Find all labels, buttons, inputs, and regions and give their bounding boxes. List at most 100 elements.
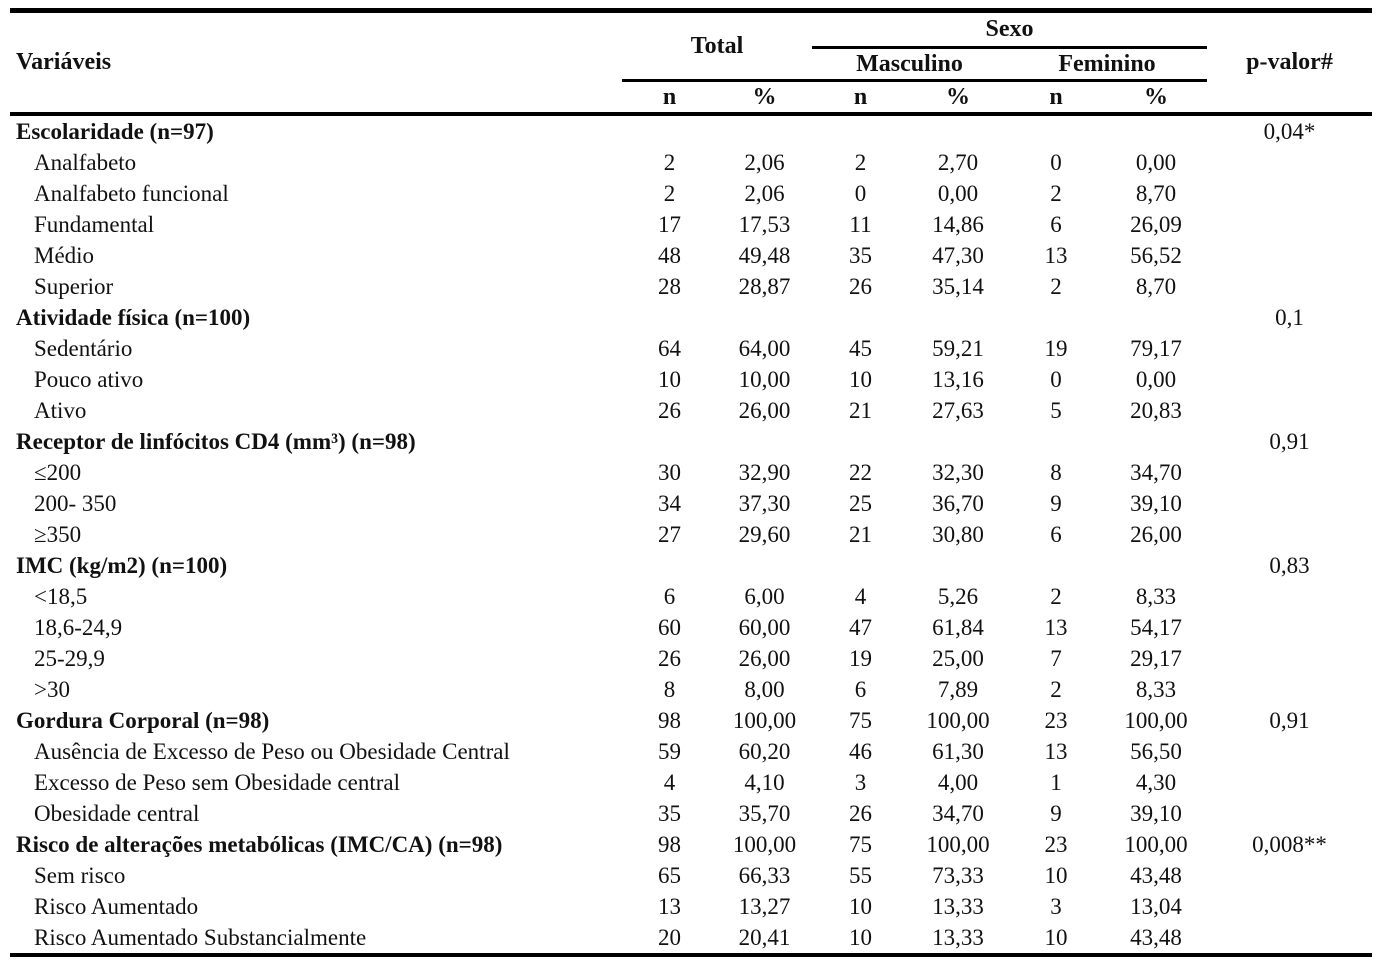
value-cell	[1105, 114, 1207, 147]
p-value-cell	[1207, 674, 1372, 705]
category-row: Ativo 26 26,00 21 27,63 5 20,83	[10, 395, 1372, 426]
value-cell: 73,33	[932, 862, 984, 888]
variable-label: Pouco ativo	[34, 366, 144, 392]
value-cell: 0,00	[1135, 366, 1177, 392]
value-cell	[812, 302, 909, 333]
statistics-table: Variáveis Total Sexo p-valor# Masculino …	[10, 8, 1372, 957]
subcolumn-header-total-n: n	[622, 80, 717, 116]
variable-label: Escolaridade (n=97)	[16, 118, 214, 144]
value-cell: 4	[663, 769, 676, 795]
column-header-sexo: Sexo	[812, 10, 1207, 49]
value-cell	[717, 302, 812, 333]
variable-label: Receptor de linfócitos CD4 (mm³) (n=98)	[16, 428, 416, 454]
value-cell: 13,16	[932, 366, 984, 392]
category-row: Pouco ativo 10 10,00 10 13,16 0 0,00	[10, 364, 1372, 395]
value-cell: 2	[663, 180, 676, 206]
value-cell: 60,20	[738, 738, 791, 764]
value-cell: 46	[849, 738, 872, 764]
value-cell: 2	[663, 149, 676, 175]
value-cell: 37,30	[738, 490, 791, 516]
value-cell	[1105, 426, 1207, 457]
variable-label: ≤200	[34, 459, 82, 485]
value-cell	[1007, 302, 1105, 333]
subcolumn-header-total-pct: %	[717, 80, 812, 116]
value-cell: 34	[658, 490, 681, 516]
subcolumn-header-masc-n: n	[812, 80, 909, 116]
value-cell: 6,00	[744, 583, 785, 609]
value-cell: 0	[1050, 366, 1062, 392]
value-cell: 35	[658, 800, 681, 826]
value-cell	[1007, 426, 1105, 457]
variable-label: Analfabeto funcional	[34, 180, 229, 206]
p-value-cell	[1207, 767, 1372, 798]
category-row: ≤200 30 32,90 22 32,30 8 34,70	[10, 457, 1372, 488]
p-value-cell	[1207, 922, 1372, 955]
value-cell: 10	[849, 924, 872, 950]
value-cell	[812, 114, 909, 147]
variable-label: ≥350	[34, 521, 82, 547]
value-cell: 27	[658, 521, 681, 547]
value-cell: 13,27	[738, 893, 791, 919]
value-cell: 14,86	[932, 211, 984, 237]
value-cell: 13	[658, 893, 681, 919]
value-cell	[622, 426, 717, 457]
p-value-cell: 0,91	[1269, 707, 1310, 733]
value-cell: 29,17	[1130, 645, 1182, 671]
value-cell: 26	[658, 397, 681, 423]
value-cell: 20,83	[1130, 397, 1182, 423]
value-cell: 61,30	[932, 738, 984, 764]
value-cell: 17,53	[738, 211, 791, 237]
variable-label: Sedentário	[34, 335, 133, 361]
value-cell	[1105, 302, 1207, 333]
value-cell	[1007, 114, 1105, 147]
p-value-cell: 0,83	[1269, 552, 1310, 578]
value-cell: 13,04	[1130, 893, 1182, 919]
value-cell: 59	[658, 738, 681, 764]
category-row: <18,5 6 6,00 4 5,26 2 8,33	[10, 581, 1372, 612]
value-cell: 98	[658, 707, 681, 733]
category-row: Analfabeto 2 2,06 2 2,70 0 0,00	[10, 147, 1372, 178]
p-value-cell	[1207, 333, 1372, 364]
value-cell: 26	[849, 273, 872, 299]
value-cell: 32,90	[738, 459, 791, 485]
value-cell: 3	[854, 769, 867, 795]
value-cell: 55	[849, 862, 872, 888]
section-row: Escolaridade (n=97) 0,04*	[10, 114, 1372, 147]
value-cell: 13,33	[932, 893, 984, 919]
p-value-cell	[1207, 891, 1372, 922]
value-cell: 100,00	[1124, 707, 1188, 733]
value-cell: 32,30	[932, 459, 984, 485]
p-value-cell	[1207, 736, 1372, 767]
value-cell: 79,17	[1130, 335, 1182, 361]
value-cell: 10	[1044, 924, 1068, 950]
section-row: Gordura Corporal (n=98) 98 100,00 75 100,00 2…	[10, 705, 1372, 736]
value-cell: 26,00	[1130, 521, 1182, 547]
variable-label: Risco de alterações metabólicas (IMC/CA)…	[16, 831, 503, 857]
value-cell: 26	[658, 645, 681, 671]
document-page: Variáveis Total Sexo p-valor# Masculino …	[0, 8, 1383, 965]
variable-label: Excesso de Peso sem Obesidade central	[34, 769, 400, 795]
value-cell: 21	[849, 521, 872, 547]
value-cell: 47	[849, 614, 872, 640]
p-value-cell	[1207, 147, 1372, 178]
p-value-cell: 0,008**	[1252, 831, 1327, 857]
value-cell: 23	[1044, 707, 1068, 733]
value-cell: 2	[1050, 676, 1062, 702]
value-cell: 25,00	[932, 645, 984, 671]
variable-label: Superior	[34, 273, 114, 299]
variable-label: Sem risco	[34, 862, 126, 888]
section-row: IMC (kg/m2) (n=100) 0,83	[10, 550, 1372, 581]
value-cell: 25	[849, 490, 872, 516]
category-row: >30 8 8,00 6 7,89 2 8,33	[10, 674, 1372, 705]
value-cell: 1	[1050, 769, 1062, 795]
value-cell: 26,00	[738, 645, 791, 671]
header-row-1: Variáveis Total Sexo p-valor#	[10, 10, 1372, 116]
p-value-cell	[1207, 178, 1372, 209]
p-value-cell	[1207, 488, 1372, 519]
value-cell: 10,00	[738, 366, 791, 392]
category-row: Médio 48 49,48 35 47,30 13 56,52	[10, 240, 1372, 271]
value-cell: 4,10	[744, 769, 785, 795]
variable-label: 18,6-24,9	[34, 614, 123, 640]
value-cell: 7,89	[937, 676, 979, 702]
p-value-cell	[1207, 581, 1372, 612]
